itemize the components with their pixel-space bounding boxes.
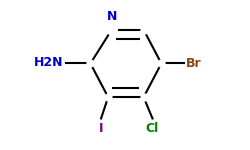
Text: I: I — [99, 122, 103, 135]
Text: H2N: H2N — [34, 56, 64, 69]
Text: N: N — [106, 10, 117, 23]
Text: Br: Br — [186, 57, 202, 70]
Text: Cl: Cl — [146, 122, 159, 135]
